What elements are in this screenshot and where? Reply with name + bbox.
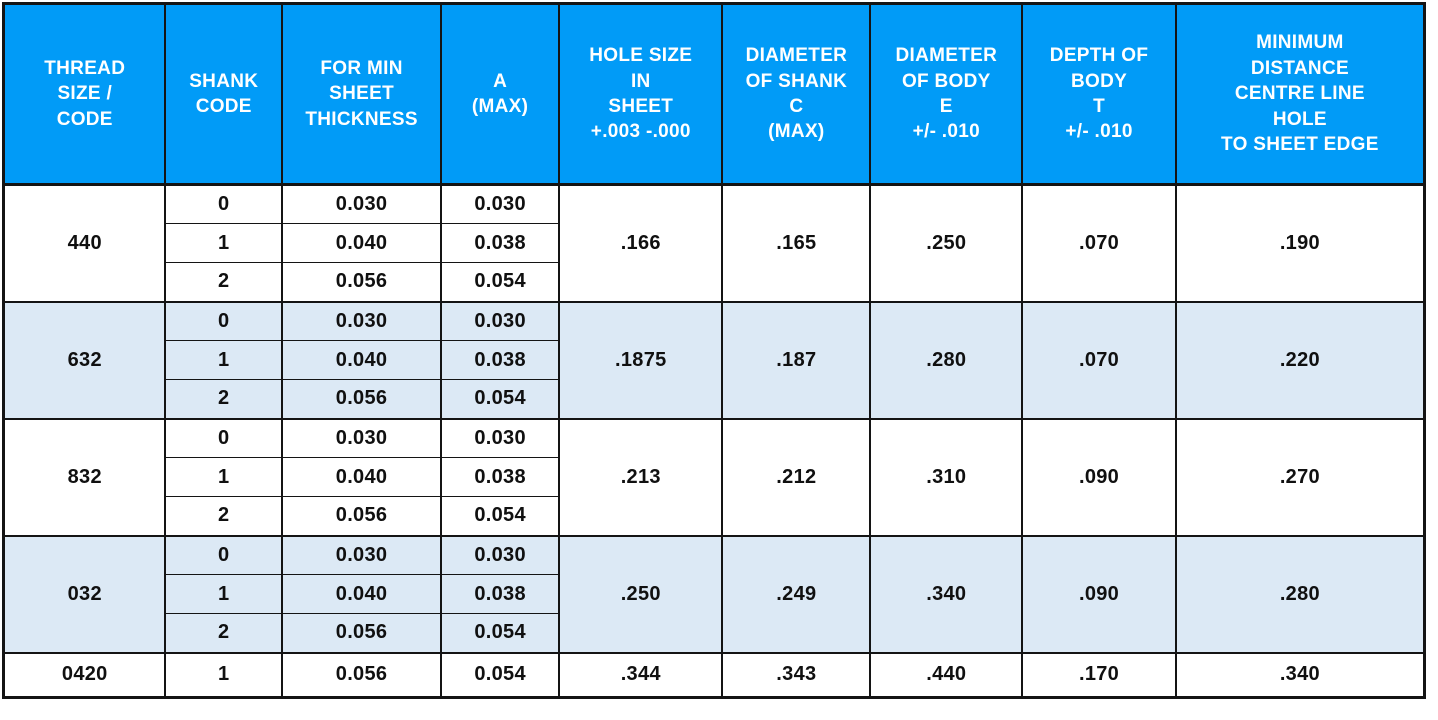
shank-code-cell: 2 bbox=[164, 613, 283, 653]
header-min-distance: MINIMUM DISTANCE CENTRE LINE HOLE TO SHE… bbox=[1174, 3, 1426, 186]
a-max-cell: 0.030 bbox=[440, 534, 561, 575]
body-diameter-cell: .280 bbox=[869, 300, 1024, 419]
sheet-thickness-cell: 0.056 bbox=[280, 379, 443, 419]
a-max-cell: 0.030 bbox=[440, 300, 561, 341]
table-row: 032 0 0.030 0.030 .250 .249 .340 .090 .2… bbox=[2, 534, 1426, 653]
a-max-cell: 0.054 bbox=[440, 613, 561, 653]
header-body-depth: DEPTH OF BODY T +/- .010 bbox=[1021, 3, 1177, 186]
table-row: 1 0.040 0.038 bbox=[4, 340, 1425, 380]
a-max-cell: 0.030 bbox=[440, 417, 561, 458]
min-distance-cell: .270 bbox=[1174, 417, 1426, 536]
body-diameter-cell: .310 bbox=[869, 417, 1024, 536]
table-row: 2 0.056 0.054 bbox=[4, 496, 1425, 536]
hole-size-cell: .166 bbox=[558, 183, 724, 302]
sheet-thickness-cell: 0.056 bbox=[280, 496, 443, 536]
header-a-max: A (MAX) bbox=[440, 3, 561, 186]
table-row: 2 0.056 0.054 bbox=[4, 262, 1425, 302]
min-distance-cell: .190 bbox=[1174, 183, 1426, 302]
sheet-thickness-cell: 0.040 bbox=[280, 574, 443, 614]
sheet-thickness-cell: 0.030 bbox=[280, 300, 443, 341]
a-max-cell: 0.038 bbox=[440, 574, 561, 614]
a-max-cell: 0.030 bbox=[440, 183, 561, 224]
shank-code-cell: 0 bbox=[164, 300, 283, 341]
table-row: 632 0 0.030 0.030 .1875 .187 .280 .070 .… bbox=[2, 300, 1426, 419]
table-row: 1 0.040 0.038 bbox=[4, 223, 1425, 263]
min-distance-cell: .280 bbox=[1174, 534, 1426, 653]
a-max-cell: 0.054 bbox=[440, 379, 561, 419]
header-hole-size: HOLE SIZE IN SHEET +.003 -.000 bbox=[558, 3, 724, 186]
sheet-thickness-cell: 0.030 bbox=[280, 417, 443, 458]
min-distance-cell: .220 bbox=[1174, 300, 1426, 419]
sheet-thickness-cell: 0.040 bbox=[280, 457, 443, 497]
a-max-cell: 0.054 bbox=[440, 262, 561, 302]
shank-diameter-cell: .212 bbox=[721, 417, 872, 536]
header-shank-code: SHANK CODE bbox=[164, 3, 283, 186]
header-shank-diameter: DIAMETER OF SHANK C (MAX) bbox=[721, 3, 872, 186]
table-row: 832 0 0.030 0.030 .213 .212 .310 .090 .2… bbox=[2, 417, 1426, 536]
hole-size-cell: .213 bbox=[558, 417, 724, 536]
shank-code-cell: 0 bbox=[164, 183, 283, 224]
a-max-cell: 0.054 bbox=[440, 496, 561, 536]
shank-code-cell: 0 bbox=[164, 417, 283, 458]
header-min-sheet-thickness: FOR MIN SHEET THICKNESS bbox=[280, 3, 443, 186]
sheet-thickness-cell: 0.040 bbox=[280, 223, 443, 263]
table-row: 0420 1 0.056 0.054 .344 .343 .440 .170 .… bbox=[2, 651, 1426, 698]
thread-size-cell: 632 bbox=[2, 300, 167, 419]
sheet-thickness-cell: 0.056 bbox=[280, 262, 443, 302]
table-row: 2 0.056 0.054 bbox=[4, 379, 1425, 419]
table-row: 1 0.040 0.038 bbox=[4, 457, 1425, 497]
body-depth-cell: .070 bbox=[1021, 300, 1177, 419]
sheet-thickness-cell: 0.056 bbox=[280, 613, 443, 653]
thread-size-cell: 032 bbox=[2, 534, 167, 653]
body-depth-cell: .170 bbox=[1021, 651, 1177, 698]
shank-code-cell: 1 bbox=[164, 223, 283, 263]
fastener-spec-table: THREAD SIZE / CODE SHANK CODE FOR MIN SH… bbox=[2, 2, 1426, 699]
sheet-thickness-cell: 0.030 bbox=[280, 183, 443, 224]
shank-code-cell: 2 bbox=[164, 496, 283, 536]
body-diameter-cell: .340 bbox=[869, 534, 1024, 653]
shank-code-cell: 0 bbox=[164, 534, 283, 575]
shank-diameter-cell: .343 bbox=[721, 651, 872, 698]
shank-code-cell: 1 bbox=[164, 340, 283, 380]
shank-code-cell: 1 bbox=[164, 651, 283, 698]
a-max-cell: 0.054 bbox=[440, 651, 561, 698]
shank-diameter-cell: .187 bbox=[721, 300, 872, 419]
body-depth-cell: .070 bbox=[1021, 183, 1177, 302]
thread-size-cell: 832 bbox=[2, 417, 167, 536]
header-row: THREAD SIZE / CODE SHANK CODE FOR MIN SH… bbox=[2, 3, 1426, 186]
hole-size-cell: .344 bbox=[558, 651, 724, 698]
min-distance-cell: .340 bbox=[1174, 651, 1426, 698]
shank-code-cell: 1 bbox=[164, 457, 283, 497]
sheet-thickness-cell: 0.056 bbox=[280, 651, 443, 698]
hole-size-cell: .250 bbox=[558, 534, 724, 653]
table-row: 1 0.040 0.038 bbox=[4, 574, 1425, 614]
body-diameter-cell: .250 bbox=[869, 183, 1024, 302]
body-depth-cell: .090 bbox=[1021, 417, 1177, 536]
sheet-thickness-cell: 0.030 bbox=[280, 534, 443, 575]
a-max-cell: 0.038 bbox=[440, 223, 561, 263]
shank-code-cell: 2 bbox=[164, 379, 283, 419]
thread-size-cell: 0420 bbox=[2, 651, 167, 698]
header-thread-size: THREAD SIZE / CODE bbox=[2, 3, 167, 186]
sheet-thickness-cell: 0.040 bbox=[280, 340, 443, 380]
body-depth-cell: .090 bbox=[1021, 534, 1177, 653]
shank-code-cell: 2 bbox=[164, 262, 283, 302]
hole-size-cell: .1875 bbox=[558, 300, 724, 419]
table-row: 440 0 0.030 0.030 .166 .165 .250 .070 .1… bbox=[2, 183, 1426, 302]
shank-code-cell: 1 bbox=[164, 574, 283, 614]
body-diameter-cell: .440 bbox=[869, 651, 1024, 698]
thread-size-cell: 440 bbox=[2, 183, 167, 302]
shank-diameter-cell: .165 bbox=[721, 183, 872, 302]
a-max-cell: 0.038 bbox=[440, 340, 561, 380]
header-body-diameter: DIAMETER OF BODY E +/- .010 bbox=[869, 3, 1024, 186]
a-max-cell: 0.038 bbox=[440, 457, 561, 497]
shank-diameter-cell: .249 bbox=[721, 534, 872, 653]
table-row: 2 0.056 0.054 bbox=[4, 613, 1425, 653]
